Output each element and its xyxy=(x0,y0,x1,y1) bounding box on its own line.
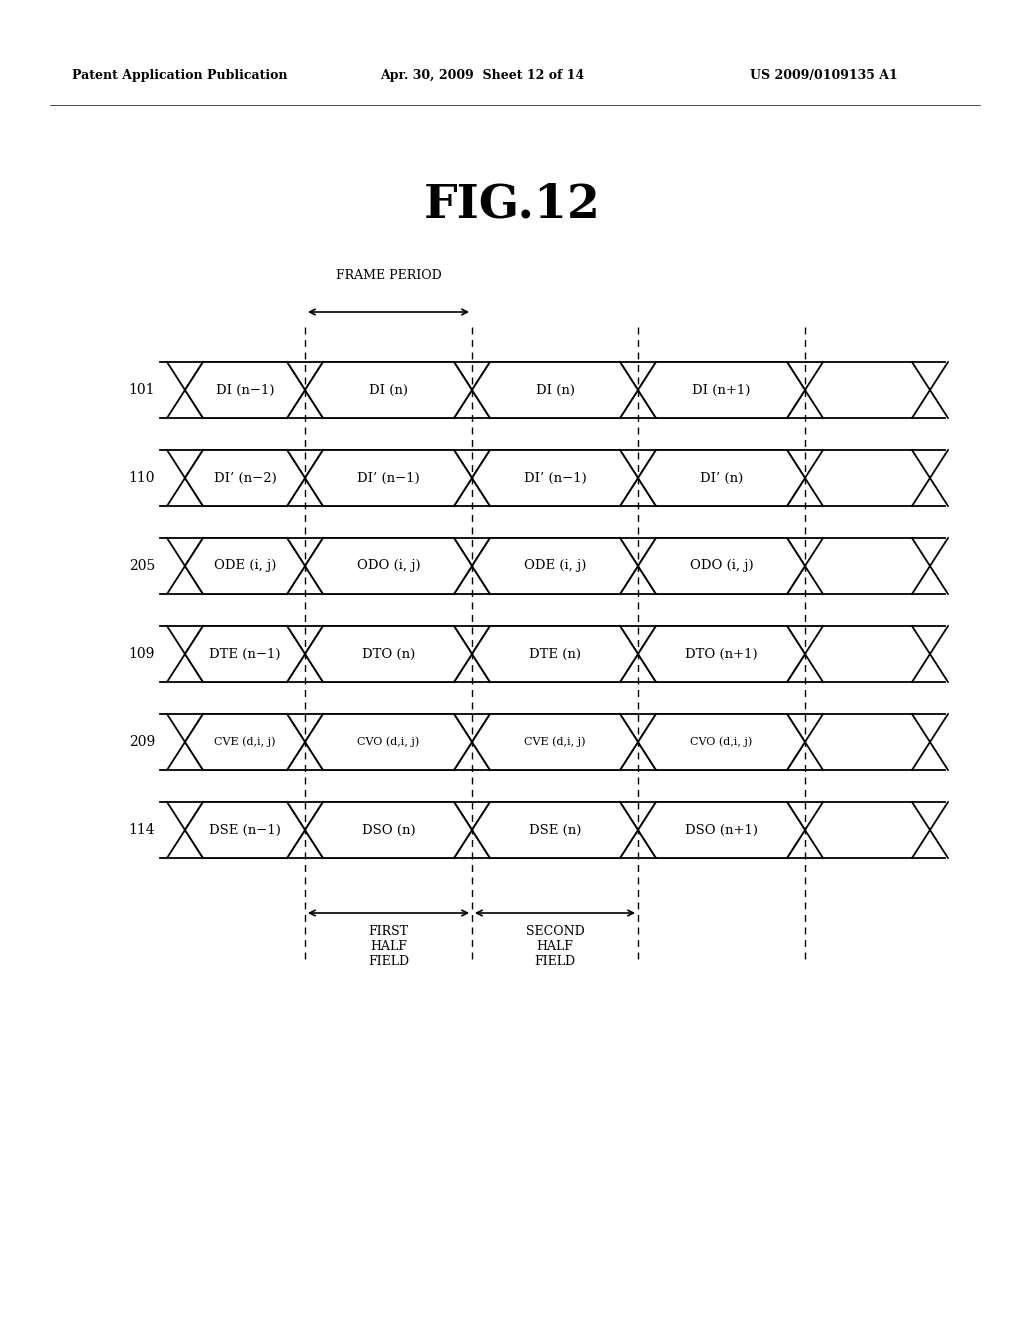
Text: 109: 109 xyxy=(129,647,155,661)
Text: ODO (i, j): ODO (i, j) xyxy=(356,560,420,573)
Text: 101: 101 xyxy=(128,383,155,397)
Text: DTO (n): DTO (n) xyxy=(361,648,415,660)
Polygon shape xyxy=(185,362,305,418)
Polygon shape xyxy=(305,803,472,858)
Polygon shape xyxy=(472,539,638,594)
Text: DTE (n): DTE (n) xyxy=(529,648,581,660)
Polygon shape xyxy=(472,362,638,418)
Text: FIRST
HALF
FIELD: FIRST HALF FIELD xyxy=(368,925,409,968)
Polygon shape xyxy=(305,539,472,594)
Polygon shape xyxy=(305,450,472,506)
Polygon shape xyxy=(472,626,638,682)
Polygon shape xyxy=(472,803,638,858)
Text: US 2009/0109135 A1: US 2009/0109135 A1 xyxy=(750,69,898,82)
Text: 114: 114 xyxy=(128,822,155,837)
Text: DSE (n−1): DSE (n−1) xyxy=(209,824,281,837)
Polygon shape xyxy=(638,539,805,594)
Text: DI (n): DI (n) xyxy=(536,384,574,396)
Text: SECOND
HALF
FIELD: SECOND HALF FIELD xyxy=(525,925,585,968)
Polygon shape xyxy=(472,714,638,770)
Text: CVO (d,i, j): CVO (d,i, j) xyxy=(690,737,753,747)
Polygon shape xyxy=(638,362,805,418)
Text: DI (n−1): DI (n−1) xyxy=(216,384,274,396)
Polygon shape xyxy=(638,803,805,858)
Polygon shape xyxy=(305,626,472,682)
Text: 110: 110 xyxy=(128,471,155,484)
Text: DI (n): DI (n) xyxy=(369,384,408,396)
Text: CVE (d,i, j): CVE (d,i, j) xyxy=(524,737,586,747)
Text: CVO (d,i, j): CVO (d,i, j) xyxy=(357,737,420,747)
Text: 205: 205 xyxy=(129,558,155,573)
Text: DSO (n): DSO (n) xyxy=(361,824,416,837)
Text: FIG.12: FIG.12 xyxy=(424,182,600,228)
Polygon shape xyxy=(185,450,305,506)
Polygon shape xyxy=(638,626,805,682)
Text: Apr. 30, 2009  Sheet 12 of 14: Apr. 30, 2009 Sheet 12 of 14 xyxy=(380,69,585,82)
Polygon shape xyxy=(638,450,805,506)
Text: DI (n+1): DI (n+1) xyxy=(692,384,751,396)
Text: FRAME PERIOD: FRAME PERIOD xyxy=(336,269,441,282)
Text: 209: 209 xyxy=(129,735,155,748)
Text: ODE (i, j): ODE (i, j) xyxy=(214,560,276,573)
Text: DTE (n−1): DTE (n−1) xyxy=(209,648,281,660)
Polygon shape xyxy=(185,626,305,682)
Polygon shape xyxy=(472,450,638,506)
Text: DI’ (n−1): DI’ (n−1) xyxy=(523,471,587,484)
Text: DI’ (n): DI’ (n) xyxy=(699,471,743,484)
Polygon shape xyxy=(638,714,805,770)
Text: ODO (i, j): ODO (i, j) xyxy=(690,560,754,573)
Polygon shape xyxy=(305,362,472,418)
Text: DTO (n+1): DTO (n+1) xyxy=(685,648,758,660)
Polygon shape xyxy=(185,803,305,858)
Text: DSO (n+1): DSO (n+1) xyxy=(685,824,758,837)
Text: ODE (i, j): ODE (i, j) xyxy=(524,560,586,573)
Text: CVE (d,i, j): CVE (d,i, j) xyxy=(214,737,275,747)
Text: DSE (n): DSE (n) xyxy=(528,824,582,837)
Polygon shape xyxy=(305,714,472,770)
Text: DI’ (n−2): DI’ (n−2) xyxy=(214,471,276,484)
Polygon shape xyxy=(185,539,305,594)
Text: Patent Application Publication: Patent Application Publication xyxy=(72,69,288,82)
Text: DI’ (n−1): DI’ (n−1) xyxy=(357,471,420,484)
Polygon shape xyxy=(185,714,305,770)
